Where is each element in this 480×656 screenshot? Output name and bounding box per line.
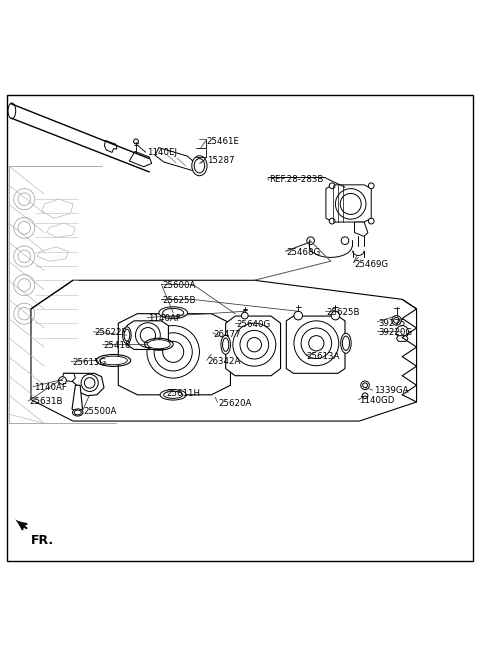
Ellipse shape — [100, 356, 127, 365]
Polygon shape — [63, 373, 104, 396]
Text: 25615G: 25615G — [72, 358, 106, 367]
Circle shape — [392, 316, 401, 325]
Polygon shape — [62, 373, 75, 381]
Circle shape — [329, 218, 335, 224]
Circle shape — [329, 183, 335, 189]
Circle shape — [241, 312, 248, 319]
Circle shape — [336, 189, 366, 219]
Text: 25600A: 25600A — [163, 281, 196, 289]
Ellipse shape — [341, 333, 351, 354]
Circle shape — [340, 194, 361, 215]
Circle shape — [301, 328, 332, 359]
Polygon shape — [355, 222, 368, 236]
Text: 25622F: 25622F — [95, 328, 127, 337]
Ellipse shape — [226, 344, 237, 365]
Text: 25613A: 25613A — [307, 352, 340, 361]
Text: 15287: 15287 — [206, 155, 234, 165]
Ellipse shape — [160, 390, 186, 400]
Polygon shape — [396, 336, 408, 341]
Circle shape — [247, 338, 262, 352]
Ellipse shape — [223, 338, 229, 352]
Text: 25640G: 25640G — [236, 319, 270, 329]
Ellipse shape — [228, 346, 235, 362]
Text: FR.: FR. — [31, 534, 54, 547]
Circle shape — [140, 327, 156, 343]
Text: 39275: 39275 — [378, 319, 406, 328]
Text: 1140AF: 1140AF — [148, 314, 181, 323]
Ellipse shape — [159, 307, 188, 319]
Text: 26342A: 26342A — [207, 357, 241, 366]
Circle shape — [307, 237, 314, 245]
Polygon shape — [127, 321, 168, 350]
Ellipse shape — [164, 391, 183, 398]
Polygon shape — [15, 520, 26, 530]
Ellipse shape — [192, 155, 207, 176]
Text: 1140AF: 1140AF — [34, 383, 67, 392]
Text: 26477: 26477 — [214, 330, 241, 338]
Circle shape — [163, 341, 184, 362]
Polygon shape — [286, 316, 345, 373]
Text: 25631B: 25631B — [29, 398, 62, 407]
Text: 25500A: 25500A — [84, 407, 117, 416]
Polygon shape — [105, 140, 117, 152]
Ellipse shape — [74, 410, 81, 415]
Circle shape — [147, 325, 199, 378]
Ellipse shape — [124, 329, 130, 341]
Circle shape — [361, 381, 369, 390]
Text: 25620A: 25620A — [218, 399, 252, 408]
Polygon shape — [72, 385, 83, 411]
Polygon shape — [118, 314, 230, 395]
Text: 25418: 25418 — [103, 340, 131, 350]
Polygon shape — [326, 185, 371, 222]
Circle shape — [362, 393, 368, 399]
Circle shape — [294, 312, 302, 320]
Ellipse shape — [147, 340, 170, 349]
Polygon shape — [129, 152, 152, 167]
Circle shape — [233, 323, 276, 366]
Ellipse shape — [342, 336, 349, 350]
Text: REF.28-283B: REF.28-283B — [269, 174, 323, 184]
Ellipse shape — [194, 159, 204, 173]
Circle shape — [368, 218, 374, 224]
Circle shape — [81, 375, 98, 392]
Text: 1140GD: 1140GD — [360, 396, 395, 405]
Text: 39220G: 39220G — [378, 328, 412, 337]
Circle shape — [396, 325, 408, 338]
Ellipse shape — [221, 335, 230, 354]
Circle shape — [368, 183, 374, 189]
Text: 25469G: 25469G — [355, 260, 389, 268]
Polygon shape — [155, 148, 197, 171]
Ellipse shape — [122, 327, 131, 344]
Circle shape — [84, 378, 95, 388]
Text: 25611H: 25611H — [166, 390, 200, 398]
Circle shape — [363, 383, 367, 388]
Circle shape — [341, 237, 349, 245]
Circle shape — [59, 377, 66, 384]
Text: 25461E: 25461E — [206, 137, 240, 146]
Text: 1339GA: 1339GA — [373, 386, 408, 396]
Text: 25625B: 25625B — [326, 308, 360, 318]
Circle shape — [309, 336, 324, 351]
Text: 25468G: 25468G — [287, 248, 321, 257]
Circle shape — [154, 333, 192, 371]
Ellipse shape — [8, 103, 16, 119]
Circle shape — [331, 312, 340, 320]
Circle shape — [133, 139, 138, 144]
Circle shape — [294, 321, 339, 365]
Circle shape — [240, 331, 269, 359]
Ellipse shape — [72, 409, 83, 416]
Circle shape — [394, 318, 399, 323]
Circle shape — [135, 323, 160, 348]
Text: 1140EJ: 1140EJ — [147, 148, 177, 157]
Ellipse shape — [163, 308, 184, 317]
Text: 25625B: 25625B — [163, 297, 196, 305]
Polygon shape — [226, 316, 281, 376]
